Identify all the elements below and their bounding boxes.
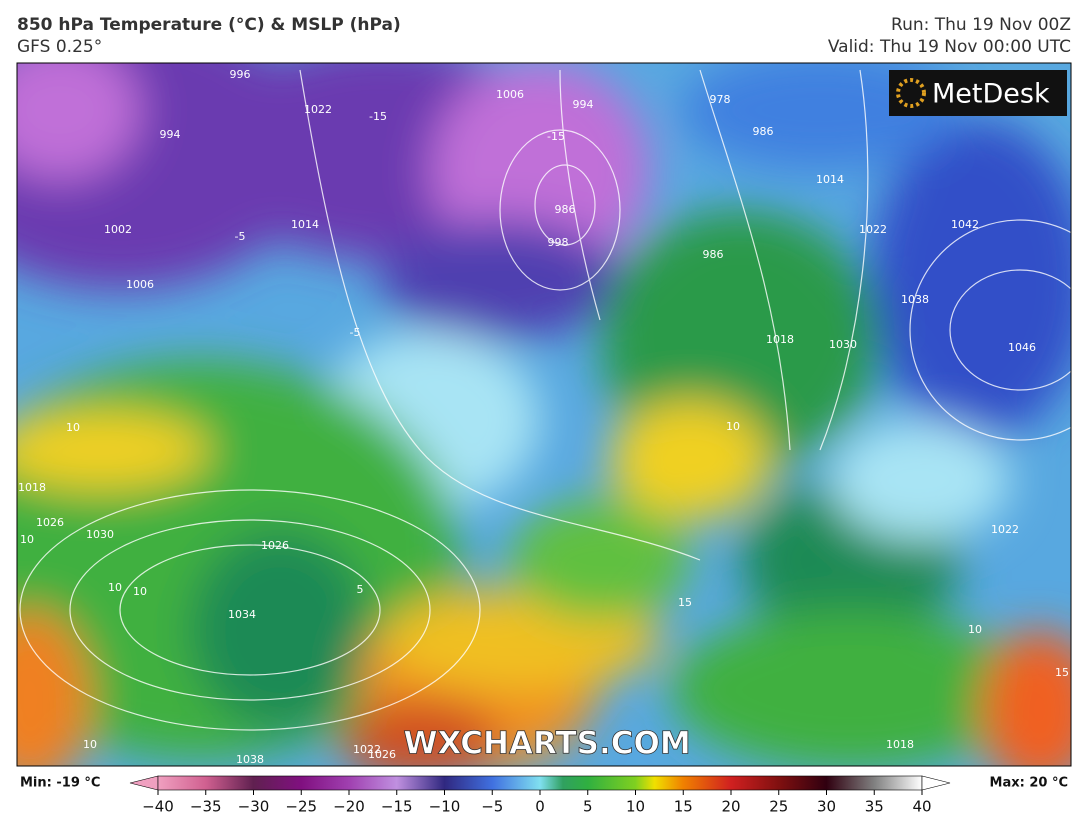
colorbar-tick-label: −35 [190,798,222,816]
title: 850 hPa Temperature (°C) & MSLP (hPa) [17,15,401,35]
valid: Valid: Thu 19 Nov 00:00 UTC [828,37,1071,57]
contour-label: 1034 [228,608,256,621]
contour-label: 15 [1055,666,1069,679]
colorbar-tick-label: −40 [142,798,174,816]
max-label: Max: 20 °C [990,776,1068,791]
colorbar-tick-label: 5 [583,798,593,816]
contour-label: 10 [20,533,34,546]
contour-label: 1026 [368,748,396,761]
watermark: WXCHARTS.COM [403,726,690,762]
contour-label: 994 [573,98,594,111]
colorbar-tick-label: 30 [817,798,836,816]
contour-label: -5 [235,230,246,243]
contour-label: -15 [547,130,565,143]
contour-label: 1018 [18,481,46,494]
contour-label: 994 [160,128,181,141]
contour-label: 986 [753,125,774,138]
contour-label: 1026 [36,516,64,529]
colorbar-tick-label: 0 [535,798,545,816]
contour-label: 1026 [261,539,289,552]
contour-label: 1022 [859,223,887,236]
contour-label: 1042 [951,218,979,231]
contour-label: 998 [548,236,569,249]
contour-label: 1006 [126,278,154,291]
map-frame [16,62,1072,767]
contour-label: 10 [726,420,740,433]
run: Run: Thu 19 Nov 00Z [891,15,1071,35]
contour-label: 10 [66,421,80,434]
contour-label: 1014 [291,218,319,231]
contour-label: 986 [703,248,724,261]
colorbar-high-arrow [921,775,951,791]
contour-label: 1018 [886,738,914,751]
model: GFS 0.25° [17,37,102,57]
colorbar-tick-label: 15 [674,798,693,816]
contour-label: 1038 [901,293,929,306]
colorbar-tick-label: 35 [865,798,884,816]
contour-labels: 996 994 1002 1006 1014 1022 -15 1006 994 -15 986 99… [18,68,1069,766]
contour-label: 15 [678,596,692,609]
colorbar-tick-label: 20 [721,798,740,816]
colorbar-low-arrow [129,775,159,791]
contour-label: 5 [357,583,364,596]
logo-icon [896,78,926,108]
contour-label: 1030 [86,528,114,541]
contour-label: 986 [555,203,576,216]
contour-label: 1022 [991,523,1019,536]
min-label: Min: -19 °C [20,776,100,791]
contour-label: 996 [230,68,251,81]
colorbar [157,775,923,791]
contour-label: 10 [133,585,147,598]
contour-label: 1002 [104,223,132,236]
contour-label: 10 [968,623,982,636]
colorbar-ticks: −40 −35 −30 −25 −20 −15 −10 −5 0 5 10 15 20 25 30 35 40 [142,790,932,816]
colorbar-tick-label: −20 [333,798,365,816]
colorbar-tick-label: −30 [238,798,270,816]
logo-box [889,70,1067,116]
contour-label: 1030 [829,338,857,351]
contour-label: 1022 [353,743,381,756]
contour-label: -15 [369,110,387,123]
contour-label: -5 [350,326,361,339]
map: 996 994 1002 1006 1014 1022 -15 1006 994 -15 986 99… [17,63,1071,766]
contour-label: 1018 [766,333,794,346]
contour-label: 1014 [816,173,844,186]
contour-label: 1046 [1008,341,1036,354]
isobars [19,69,1071,731]
colorbar-tick-label: 25 [769,798,788,816]
colorbar-tick-label: 10 [626,798,645,816]
contour-label: 10 [108,581,122,594]
colorbar-tick-label: 40 [912,798,931,816]
colorbar-tick-label: −5 [481,798,503,816]
logo: MetDesk [932,79,1050,110]
contour-label: 10 [83,738,97,751]
colorbar-tick-label: −25 [285,798,317,816]
contour-label: 1006 [496,88,524,101]
contour-label: 978 [710,93,731,106]
colorbar-tick-label: −15 [381,798,413,816]
colorbar-tick-label: −10 [429,798,461,816]
contour-label: 1022 [304,103,332,116]
contour-label: 1038 [236,753,264,766]
